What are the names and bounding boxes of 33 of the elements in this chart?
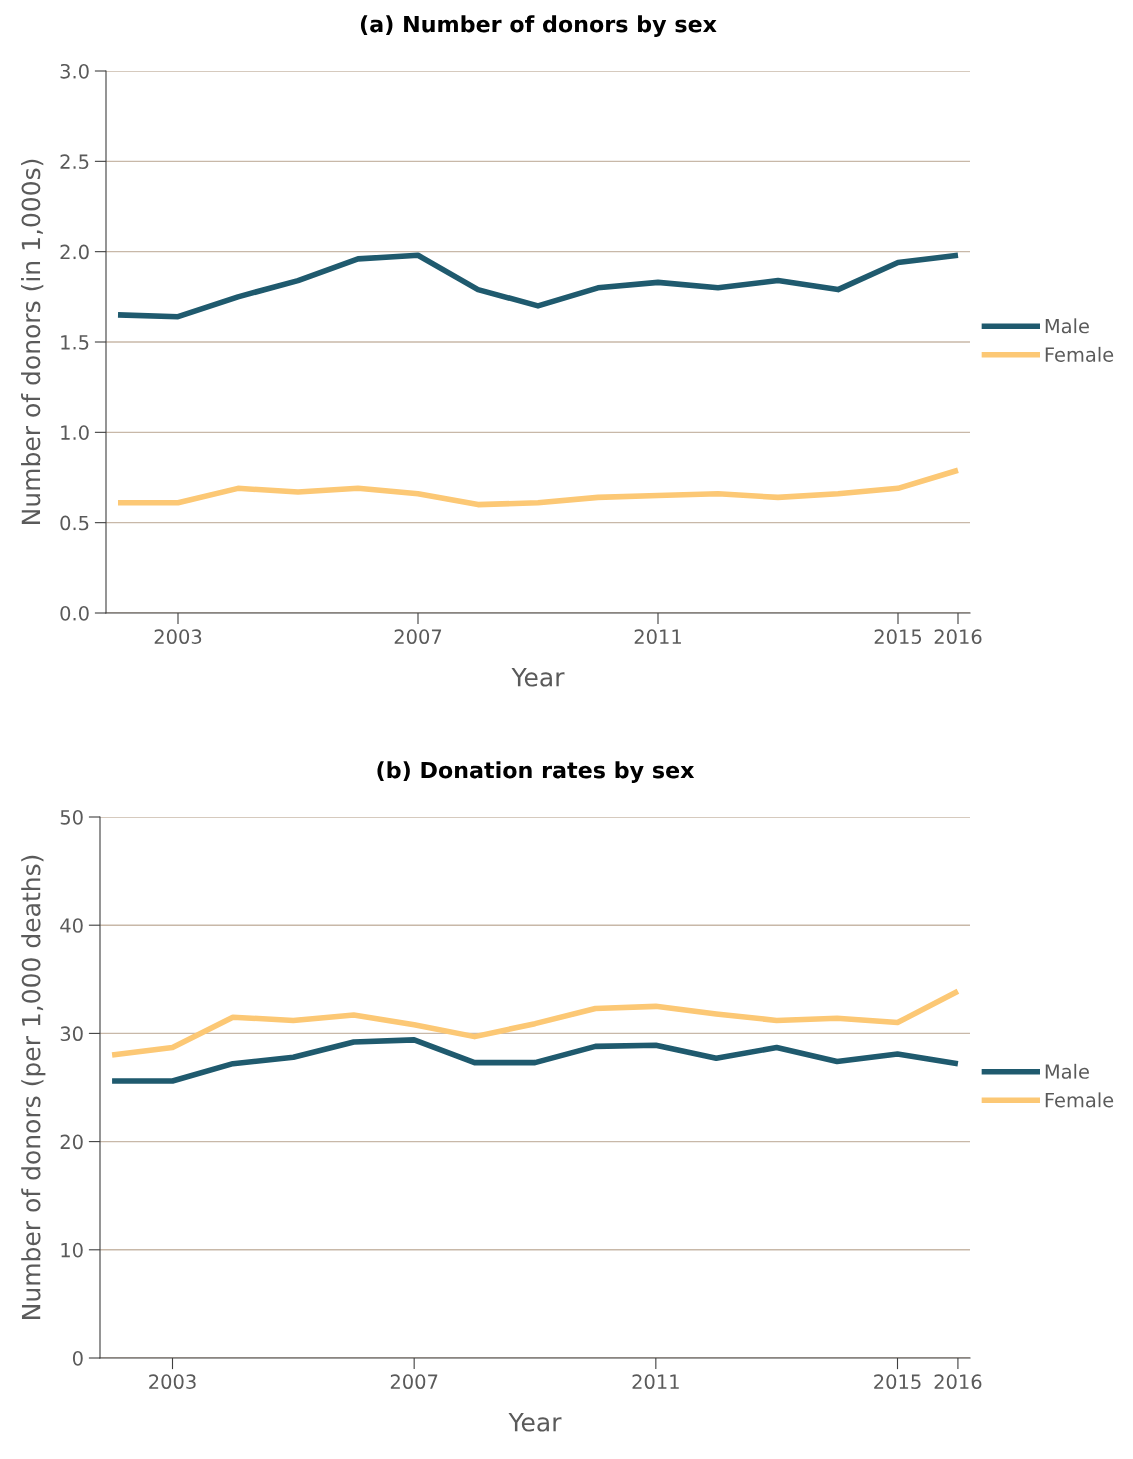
y-tick-label: 0.0 [60,605,89,621]
y-tick-label: 0.5 [60,515,89,531]
x-tick-label: 2007 [390,1374,438,1390]
y-tick-label: 2.5 [60,154,89,169]
x-tick-label: 2007 [394,629,442,645]
x-axis-title: Year [511,668,565,687]
y-tick-label: 2.0 [60,244,89,260]
legend-label: Male [1045,318,1089,334]
y-tick-label: 1.5 [61,335,89,350]
chart-title: (a) Number of donors by sex [360,15,717,37]
y-tick-label: 10 [61,1242,83,1258]
legend-label: Male [1045,1063,1089,1079]
y-tick-label: 40 [60,918,83,933]
x-tick-label: 2003 [149,1374,196,1390]
y-tick-label: 50 [60,809,83,825]
x-axis-title: Year [508,1413,562,1432]
y-tick-label: 30 [60,1026,83,1042]
x-tick-label: 2015 [874,629,922,645]
y-tick-label: 0 [72,1350,83,1366]
x-tick-label: 2015 [874,1374,921,1390]
y-tick-label: 3.0 [60,63,89,79]
y-tick-label: 20 [60,1134,83,1150]
chart-title: (b) Donation rates by sex [377,761,695,783]
y-axis-title: Number of donors (per 1,000 deaths) [21,855,46,1319]
legend-label: Female [1045,346,1114,362]
x-tick-label: 2011 [632,1374,679,1390]
x-tick-label: 2016 [934,629,982,645]
y-axis-title: Number of donors (in 1,000s) [21,159,44,524]
x-tick-label: 2003 [154,629,202,645]
x-tick-label: 2016 [934,1374,982,1390]
x-tick-label: 2011 [634,629,681,645]
legend-label: Female [1045,1092,1114,1108]
y-tick-label: 1.0 [61,425,89,440]
